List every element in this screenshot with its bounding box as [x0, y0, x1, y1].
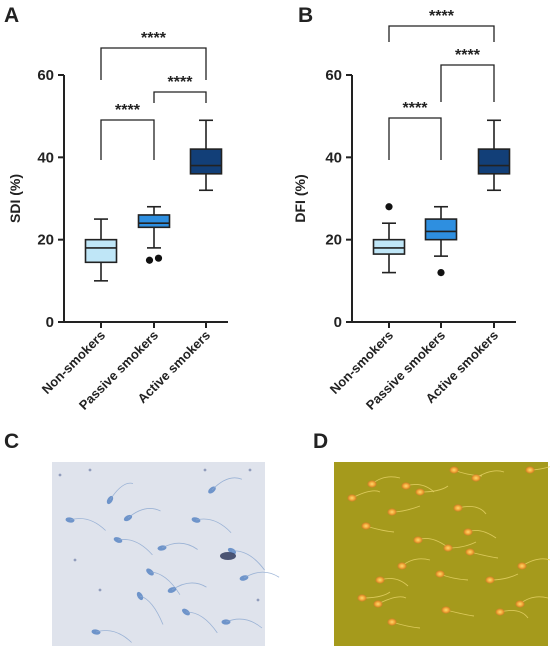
panel-label-c: C: [4, 430, 19, 453]
box-non-smokers: [84, 238, 118, 264]
sperm-head: [146, 568, 154, 576]
y-tick-label: 40: [37, 149, 54, 166]
sperm-head: [413, 536, 423, 544]
debris-dot: [203, 468, 207, 472]
outlier-point-passive-smokers: [145, 256, 154, 264]
sperm-head: [515, 600, 525, 608]
y-tick-label: 60: [37, 67, 54, 84]
sperm-tail: [211, 477, 243, 491]
sperm-head: [357, 594, 367, 602]
y-tick-label: 20: [37, 232, 54, 249]
sperm-tail: [127, 508, 161, 519]
sperm-head: [387, 618, 397, 626]
outlier-point-passive-smokers: [154, 254, 163, 262]
sperm-head: [367, 480, 377, 488]
outlier-point-non-smokers: [385, 203, 393, 211]
sperm-tail: [195, 518, 232, 534]
panel-label-b: B: [298, 4, 313, 27]
sperm-tail: [185, 611, 218, 634]
sperm-head: [91, 629, 101, 635]
box-active-smokers: [189, 148, 223, 175]
significance-bracket: [440, 64, 495, 102]
sperm-head: [361, 522, 371, 530]
significance-label: ****: [168, 74, 194, 91]
micrograph-d-cells: [347, 466, 550, 629]
y-tick-label: 40: [325, 149, 342, 166]
y-tick-label: 0: [46, 314, 54, 331]
sperm-head: [136, 591, 144, 601]
y-tick-label: 20: [325, 232, 342, 249]
sperm-head: [449, 466, 459, 474]
sperm-head: [485, 576, 495, 584]
debris-dot: [73, 558, 77, 562]
y-axis-label: DFI (%): [292, 174, 308, 222]
y-axis-label: SDI (%): [7, 174, 23, 223]
sperm-head: [182, 608, 190, 616]
box-passive-smokers: [424, 218, 458, 241]
sperm-head: [387, 508, 397, 516]
y-tick-label: 0: [334, 314, 342, 331]
significance-label: ****: [429, 8, 455, 25]
significance-bracket: [100, 47, 207, 80]
sperm-tail: [161, 542, 198, 550]
y-tick-label: 60: [325, 67, 342, 84]
sperm-tail: [149, 571, 181, 595]
debris-dot: [248, 468, 252, 472]
significance-label: ****: [115, 102, 141, 119]
debris-dot: [88, 468, 92, 472]
sperm-tail: [69, 518, 106, 531]
significance-bracket: [388, 25, 495, 42]
sperm-head: [453, 504, 463, 512]
panel-label-a: A: [4, 4, 19, 27]
significance-bracket: [388, 117, 442, 160]
micrograph-c-cells: [58, 468, 280, 643]
sperm-head: [375, 576, 385, 584]
micrograph-c-stained: [52, 462, 280, 646]
micrograph-d-background: [334, 462, 548, 646]
sperm-tail: [243, 571, 280, 579]
significance-label: ****: [403, 100, 429, 117]
sperm-head: [441, 606, 451, 614]
debris-dot: [58, 473, 62, 477]
debris-dot: [98, 588, 102, 592]
debris-dot: [256, 598, 260, 602]
sperm-tail: [139, 595, 164, 625]
sperm-head: [401, 482, 411, 490]
sperm-head: [517, 562, 527, 570]
sperm-head: [495, 608, 505, 616]
sperm-head: [471, 474, 481, 482]
significance-label: ****: [455, 47, 481, 64]
sperm-tail: [231, 550, 265, 571]
dark-debris: [220, 552, 236, 560]
sperm-head: [65, 517, 75, 523]
sperm-head: [373, 600, 383, 608]
outlier-point-passive-smokers: [437, 269, 445, 277]
sperm-head: [347, 494, 357, 502]
panel-label-d: D: [313, 430, 328, 453]
sperm-tail: [95, 630, 132, 643]
sperm-head: [397, 562, 407, 570]
micrograph-d-fluorescence: [334, 462, 550, 646]
significance-label: ****: [141, 30, 167, 47]
box-non-smokers: [372, 238, 406, 255]
sperm-head: [465, 548, 475, 556]
sperm-tail: [225, 618, 263, 629]
significance-bracket: [100, 119, 155, 160]
box-active-smokers: [477, 148, 511, 175]
sperm-tail: [109, 482, 134, 501]
box-passive-smokers: [137, 214, 171, 229]
sperm-head: [415, 488, 425, 496]
sperm-tail: [117, 539, 153, 556]
sperm-head: [113, 537, 123, 543]
sperm-head: [463, 528, 473, 536]
sperm-head: [525, 466, 535, 474]
sperm-head: [443, 544, 453, 552]
sperm-tail: [171, 582, 207, 591]
significance-bracket: [153, 91, 207, 103]
sperm-head: [435, 570, 445, 578]
